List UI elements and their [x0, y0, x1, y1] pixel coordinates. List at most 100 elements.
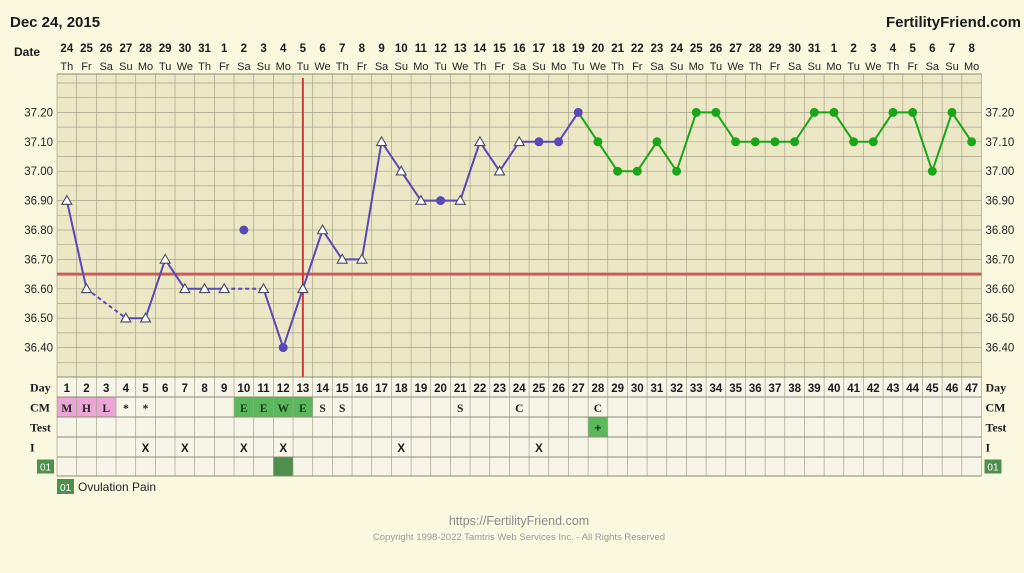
- date-label: 29: [769, 43, 782, 55]
- temperature-point: [336, 253, 349, 264]
- date-label: 7: [949, 43, 955, 55]
- date-label: 28: [749, 43, 762, 55]
- date-label: 28: [139, 43, 152, 55]
- date-label: 3: [870, 43, 876, 55]
- weekday-label: Tu: [297, 61, 309, 73]
- cycle-day-number: 31: [651, 383, 664, 395]
- y-tick-label-left: 36.80: [24, 225, 53, 237]
- temperature-point: [375, 135, 388, 147]
- cycle-day-number: 37: [769, 383, 782, 395]
- date-label: 7: [339, 43, 345, 55]
- date-label: 4: [280, 43, 287, 55]
- date-label: 16: [513, 43, 526, 55]
- weekday-label: Th: [473, 61, 486, 73]
- date-label: 26: [100, 43, 113, 55]
- weekday-label: Su: [257, 61, 270, 73]
- weekday-label: Mo: [826, 61, 841, 73]
- temperature-point: [436, 196, 446, 206]
- intercourse-mark: X: [142, 443, 150, 455]
- intercourse-mark: X: [397, 443, 405, 455]
- temperature-point: [60, 194, 73, 205]
- temperature-point: [967, 137, 977, 147]
- y-tick-label-left: 36.60: [24, 284, 53, 296]
- temperature-segment: [656, 141, 678, 172]
- cycle-day-number: 29: [611, 383, 624, 395]
- temperature-segment: [872, 111, 894, 143]
- y-tick-label-left: 36.50: [24, 313, 53, 325]
- temperature-point: [218, 282, 231, 294]
- temperature-point: [454, 194, 467, 205]
- temperature-point: [593, 137, 603, 147]
- cycle-day-number: 23: [493, 383, 506, 395]
- custom-01-badge-left: [37, 459, 54, 474]
- cycle-day-number: 17: [375, 383, 388, 395]
- weekday-label: We: [727, 61, 743, 73]
- cycle-day-number: 26: [552, 383, 565, 395]
- temperature-segment: [360, 141, 383, 260]
- weekday-label: Tu: [572, 61, 584, 73]
- brand-name: FertilityFriend.com: [886, 14, 1021, 31]
- temperature-segment: [380, 141, 403, 172]
- weekday-label: Mo: [689, 61, 704, 73]
- temperature-segment: [951, 111, 973, 143]
- weekday-label: Th: [336, 61, 349, 73]
- cycle-day-number: 12: [277, 383, 290, 395]
- legend-code: 01: [60, 483, 72, 494]
- y-tick-label-left: 36.70: [24, 254, 53, 266]
- custom-01-badge-right-text: 01: [987, 463, 999, 474]
- cycle-day-number: 19: [414, 383, 427, 395]
- cm-value: S: [339, 403, 345, 415]
- weekday-label: Mo: [413, 61, 428, 73]
- cm-value: S: [319, 403, 325, 415]
- temperature-point: [691, 107, 701, 117]
- date-label: 21: [611, 43, 624, 55]
- cm-cell-highlight: [57, 397, 77, 417]
- y-tick-label-right: 36.90: [985, 196, 1014, 208]
- y-tick-label-right: 36.50: [985, 313, 1014, 325]
- date-label: 13: [454, 43, 467, 55]
- test-value: +: [594, 421, 601, 435]
- y-tick-label-left: 36.40: [24, 343, 53, 355]
- cycle-day-number: 34: [710, 383, 723, 395]
- date-label: 25: [690, 43, 703, 55]
- weekday-label: Th: [611, 61, 624, 73]
- cm-row-label-right: CM: [985, 401, 1005, 415]
- test-cell-highlight: [588, 417, 608, 437]
- temperature-point: [632, 166, 642, 176]
- cm-cell-highlight: [253, 397, 274, 417]
- y-tick-label-left: 37.00: [24, 166, 53, 178]
- temperature-point: [573, 107, 583, 117]
- date-label: 30: [178, 43, 191, 55]
- date-label: 23: [651, 43, 664, 55]
- temperature-segment: [557, 111, 580, 143]
- header-date: Dec 24, 2015: [10, 14, 100, 31]
- footer-url: https://FertilityFriend.com: [449, 514, 589, 528]
- cm-value: L: [102, 403, 110, 415]
- date-label: 3: [260, 43, 266, 55]
- cm-value: H: [82, 403, 91, 415]
- temperature-point: [790, 137, 800, 147]
- temperature-point: [257, 282, 270, 294]
- custom-01-badge-right: [984, 459, 1002, 474]
- weekday-label: We: [452, 61, 468, 73]
- cm-cell-highlight: [273, 397, 294, 417]
- cycle-day-number: 28: [592, 383, 605, 395]
- cycle-day-number: 33: [690, 383, 703, 395]
- temperature-point: [927, 166, 937, 176]
- weekday-label: Sa: [99, 61, 113, 73]
- weekday-label: Tu: [847, 61, 859, 73]
- intercourse-mark: X: [535, 443, 543, 455]
- y-tick-label-right: 37.20: [985, 107, 1014, 119]
- temperature-point: [809, 107, 819, 117]
- weekday-label: Tu: [434, 61, 446, 73]
- temperature-segment: [164, 258, 186, 290]
- weekday-label: Su: [808, 61, 821, 73]
- date-label: 31: [198, 43, 211, 55]
- temperature-point: [296, 282, 309, 294]
- cycle-day-number: 8: [201, 383, 208, 395]
- temperature-point: [770, 137, 780, 147]
- date-label: 24: [670, 43, 683, 55]
- temperature-point: [888, 107, 898, 117]
- cm-cell-highlight: [234, 397, 254, 417]
- weekday-label: Su: [394, 61, 407, 73]
